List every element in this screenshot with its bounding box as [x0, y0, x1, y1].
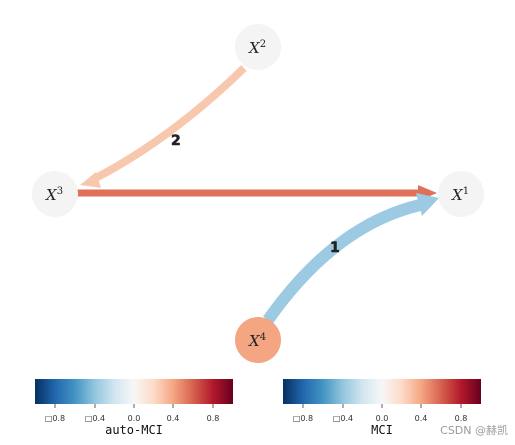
node-x2-label: X2 [248, 39, 266, 57]
edge-x4-x1-label: 1 [330, 240, 340, 256]
colorbar-mci-tick: □0.4 [333, 414, 353, 423]
edge-x2-x3 [90, 65, 247, 184]
colorbar-mci-title: MCI [371, 423, 393, 437]
edge-x4-x1 [263, 199, 422, 324]
node-x1-label: X1 [451, 186, 469, 204]
colorbar-auto-mci-tick: □0.8 [45, 414, 65, 423]
colorbar-mci-bar [283, 379, 481, 404]
edges-layer: 2 1 [77, 65, 439, 324]
colorbar-auto-mci: □0.8 □0.4 0.0 0.4 0.8 auto-MCI [35, 379, 233, 437]
colorbar-auto-mci-tick: 0.8 [207, 414, 220, 423]
colorbar-auto-mci-ticks [54, 404, 214, 408]
edge-x4-x1-arrowhead [416, 193, 439, 216]
nodes-layer: X2 X3 X1 X4 [32, 24, 484, 363]
colorbar-auto-mci-tick: 0.4 [167, 414, 180, 423]
colorbar-mci-tick: 0.8 [455, 414, 468, 423]
watermark: CSDN @赫凯 [440, 424, 508, 437]
colorbar-mci-tick: 0.0 [376, 414, 389, 423]
colorbar-mci-ticks [302, 404, 462, 408]
node-x3: X3 [32, 171, 78, 217]
node-x2: X2 [235, 24, 281, 70]
colorbar-mci-tick: 0.4 [415, 414, 428, 423]
colorbar-auto-mci-title: auto-MCI [105, 423, 163, 437]
colorbar-auto-mci-tick: 0.0 [128, 414, 141, 423]
edge-x2-x3-label: 2 [171, 133, 181, 149]
node-x4: X4 [235, 317, 281, 363]
colorbar-mci-tick: □0.8 [293, 414, 313, 423]
node-x4-label: X4 [248, 332, 266, 350]
colorbar-auto-mci-bar [35, 379, 233, 404]
node-x1: X1 [438, 171, 484, 217]
colorbar-mci: □0.8 □0.4 0.0 0.4 0.8 MCI [283, 379, 481, 437]
node-x3-label: X3 [45, 186, 63, 204]
colorbar-auto-mci-tick: □0.4 [85, 414, 105, 423]
edge-x2-x3-arrowhead [80, 172, 101, 188]
